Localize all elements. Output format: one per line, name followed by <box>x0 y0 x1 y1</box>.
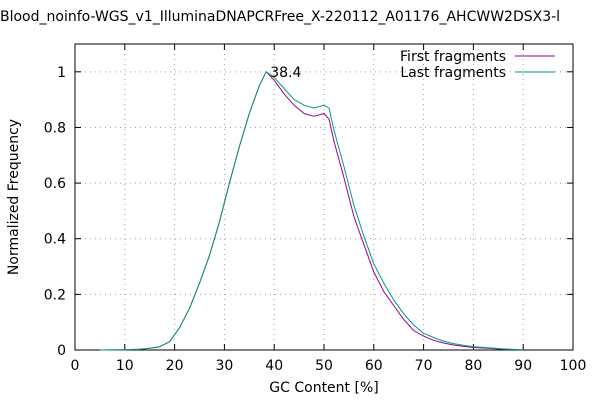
x-tick-label: 40 <box>265 358 283 374</box>
legend-label-first-fragments: First fragments <box>400 49 506 65</box>
chart-title: Blood_noinfo-WGS_v1_IlluminaDNAPCRFree_X… <box>0 9 560 25</box>
y-tick-label: 0.2 <box>44 287 66 303</box>
series-line-first-fragments <box>99 71 524 351</box>
legend-label-last-fragments: Last fragments <box>400 65 506 81</box>
x-tick-label: 30 <box>215 358 233 374</box>
axis-ticks: 0 10 20 30 40 50 60 70 80 90 100 0 0.2 0.4 0.6 0.8 1 <box>44 44 587 374</box>
grid <box>75 44 573 350</box>
x-tick-label: 80 <box>464 358 482 374</box>
x-axis-label: GC Content [%] <box>269 380 378 396</box>
legend: First fragments Last fragments <box>400 49 555 81</box>
peak-annotation: 38.4 <box>270 65 301 81</box>
x-tick-label: 20 <box>166 358 184 374</box>
series-lines <box>99 71 524 351</box>
x-tick-label: 100 <box>560 358 587 374</box>
y-tick-label: 0.6 <box>44 176 66 192</box>
x-tick-label: 10 <box>116 358 134 374</box>
x-tick-label: 60 <box>365 358 383 374</box>
x-tick-label: 70 <box>415 358 433 374</box>
x-tick-label: 50 <box>315 358 333 374</box>
y-axis-label: Normalized Frequency <box>6 119 22 275</box>
x-tick-label: 90 <box>514 358 532 374</box>
series-line-last-fragments <box>99 71 524 351</box>
y-tick-label: 0.4 <box>44 232 66 248</box>
y-tick-label: 0 <box>57 343 66 359</box>
x-tick-label: 0 <box>71 358 80 374</box>
y-tick-label: 1 <box>57 65 66 81</box>
y-tick-label: 0.8 <box>44 120 66 136</box>
